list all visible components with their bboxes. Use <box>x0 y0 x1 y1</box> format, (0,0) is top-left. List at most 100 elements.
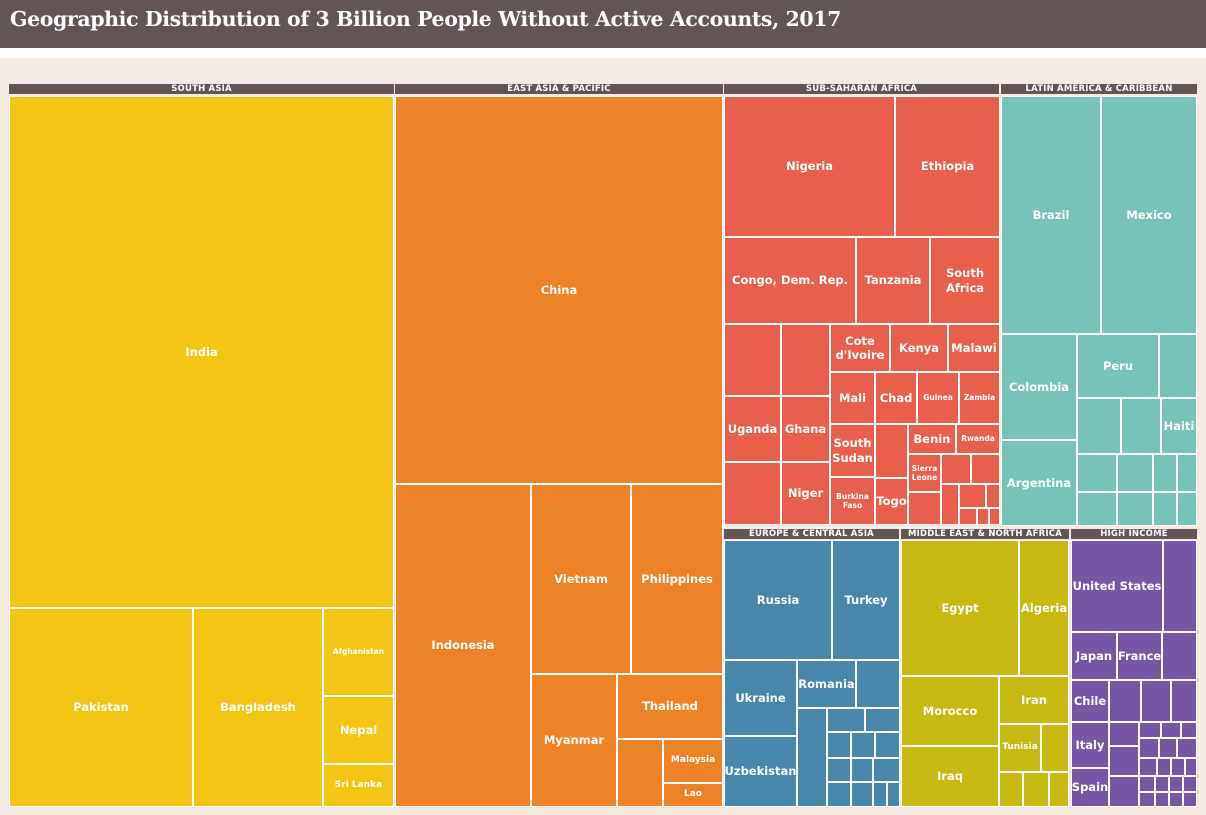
treemap-cell-unlabeled <box>1139 758 1157 776</box>
treemap-cell-unlabeled <box>865 708 900 732</box>
treemap-cell-ethiopia: Ethiopia <box>895 96 1000 237</box>
treemap-cell-peru: Peru <box>1077 334 1159 398</box>
treemap-cell-guinea: Guinea <box>917 372 959 424</box>
treemap-cell-unlabeled <box>941 454 971 484</box>
cell-label-vietnam: Vietnam <box>554 571 608 586</box>
treemap-cell-unlabeled <box>827 782 851 807</box>
treemap-cell-unlabeled <box>873 782 887 807</box>
treemap-cell-unlabeled <box>1077 492 1117 526</box>
treemap-cell-unlabeled <box>1177 738 1197 758</box>
cell-label-spain: Spain <box>1071 780 1109 795</box>
treemap-cell-unlabeled <box>1161 722 1181 738</box>
cell-label-colombia: Colombia <box>1008 379 1070 394</box>
treemap-cell-uganda: Uganda <box>724 396 781 462</box>
cell-label-cote-d-ivoire: Cote d'Ivoire <box>835 333 885 362</box>
cell-label-united-states: United States <box>1072 578 1162 593</box>
cell-label-turkey: Turkey <box>844 592 888 607</box>
treemap-cell-unlabeled <box>827 732 851 758</box>
treemap-cell-ghana: Ghana <box>781 396 830 462</box>
treemap-cell-japan: Japan <box>1071 632 1117 680</box>
treemap-cell-unlabeled <box>1155 776 1169 792</box>
treemap-cell-unlabeled <box>1153 454 1177 492</box>
cell-label-congo-dem-rep: Congo, Dem. Rep. <box>732 273 848 288</box>
treemap-cell-unlabeled <box>977 508 989 525</box>
treemap-cell-vietnam: Vietnam <box>531 484 631 674</box>
treemap-cell-unlabeled <box>1159 738 1177 758</box>
treemap-cell-kenya: Kenya <box>890 324 948 372</box>
cell-label-mali: Mali <box>838 390 867 405</box>
treemap-cell-unlabeled <box>1171 758 1185 776</box>
treemap-cell-burkina-faso: Burkina Faso <box>830 477 875 525</box>
treemap-cell-brazil: Brazil <box>1001 96 1101 334</box>
treemap-cell-iraq: Iraq <box>901 746 999 807</box>
cell-label-brazil: Brazil <box>1032 207 1070 222</box>
treemap-cell-unlabeled <box>1109 680 1141 722</box>
cell-label-south-africa: South Africa <box>945 266 985 295</box>
cell-label-haiti: Haiti <box>1163 418 1195 433</box>
treemap-cell-russia: Russia <box>724 540 832 660</box>
treemap-cell-lao: Lao <box>663 783 723 807</box>
treemap-cell-unlabeled <box>1077 398 1121 454</box>
region-header-high-income: HIGH INCOME <box>1071 529 1197 539</box>
cell-label-benin: Benin <box>913 431 951 446</box>
treemap-cell-unlabeled <box>851 732 875 758</box>
cell-label-tanzania: Tanzania <box>864 273 922 288</box>
cell-label-lao: Lao <box>684 789 702 800</box>
cell-label-uzbekistan: Uzbekistan <box>724 764 797 779</box>
treemap-cell-unlabeled <box>875 424 908 478</box>
treemap-cell-unlabeled <box>856 660 900 708</box>
treemap-cell-unlabeled <box>873 758 900 782</box>
treemap-cell-unlabeled <box>1023 772 1049 807</box>
cell-label-thailand: Thailand <box>642 699 698 714</box>
treemap-cell-turkey: Turkey <box>832 540 900 660</box>
treemap-cell-south-sudan: South Sudan <box>830 424 875 477</box>
treemap-cell-unlabeled <box>1157 758 1171 776</box>
cell-label-afghanistan: Afghanistan <box>332 647 385 657</box>
cell-label-rwanda: Rwanda <box>961 434 995 444</box>
region-header-middle-east-north-africa: MIDDLE EAST & NORTH AFRICA <box>901 529 1069 539</box>
cell-label-malawi: Malawi <box>951 340 997 355</box>
cell-label-nigeria: Nigeria <box>786 159 833 174</box>
treemap-cell-unlabeled <box>1169 792 1183 807</box>
region-header-sub-saharan-africa: SUB-SAHARAN AFRICA <box>724 84 999 94</box>
treemap-cell-unlabeled <box>1183 792 1197 807</box>
treemap-cell-philippines: Philippines <box>631 484 723 674</box>
cell-label-sri-lanka: Sri Lanka <box>334 779 383 790</box>
treemap-cell-benin: Benin <box>908 424 956 454</box>
treemap-cell-mali: Mali <box>830 372 875 424</box>
treemap-cell-nigeria: Nigeria <box>724 96 895 237</box>
cell-label-mexico: Mexico <box>1126 207 1172 222</box>
treemap-cell-argentina: Argentina <box>1001 440 1077 526</box>
treemap-cell-uzbekistan: Uzbekistan <box>724 736 797 807</box>
treemap-cell-unlabeled <box>1159 334 1197 398</box>
treemap-cell-unlabeled <box>827 758 851 782</box>
treemap-cell-south-africa: South Africa <box>930 237 1000 324</box>
treemap-cell-unlabeled <box>1169 776 1183 792</box>
treemap-cell-unlabeled <box>1163 540 1197 632</box>
treemap-cell-chad: Chad <box>875 372 917 424</box>
chart-title: Geographic Distribution of 3 Billion Peo… <box>10 7 841 31</box>
cell-label-niger: Niger <box>787 486 824 501</box>
treemap-cell-unlabeled <box>781 324 830 396</box>
treemap-cell-chile: Chile <box>1071 680 1109 722</box>
cell-label-philippines: Philippines <box>641 571 713 586</box>
treemap-cell-unlabeled <box>1109 776 1139 807</box>
treemap-cell-niger: Niger <box>781 462 830 525</box>
cell-label-tunisia: Tunisia <box>1002 742 1038 753</box>
treemap-cell-unlabeled <box>1181 722 1197 738</box>
cell-label-guinea: Guinea <box>923 393 953 403</box>
treemap-cell-unlabeled <box>724 324 781 396</box>
treemap-cell-unlabeled <box>1077 454 1117 492</box>
treemap-cell-unlabeled <box>875 732 900 758</box>
cell-label-india: India <box>185 344 218 359</box>
cell-label-algeria: Algeria <box>1020 600 1068 615</box>
treemap-cell-unlabeled <box>1177 454 1197 492</box>
cell-label-egypt: Egypt <box>941 600 979 615</box>
treemap-cell-cote-d-ivoire: Cote d'Ivoire <box>830 324 890 372</box>
cell-label-ukraine: Ukraine <box>735 690 786 705</box>
treemap-cell-unlabeled <box>941 484 959 525</box>
treemap-cell-sierra-leone: Sierra Leone <box>908 454 941 492</box>
treemap-cell-unlabeled <box>1153 492 1177 526</box>
treemap-cell-tanzania: Tanzania <box>856 237 930 324</box>
